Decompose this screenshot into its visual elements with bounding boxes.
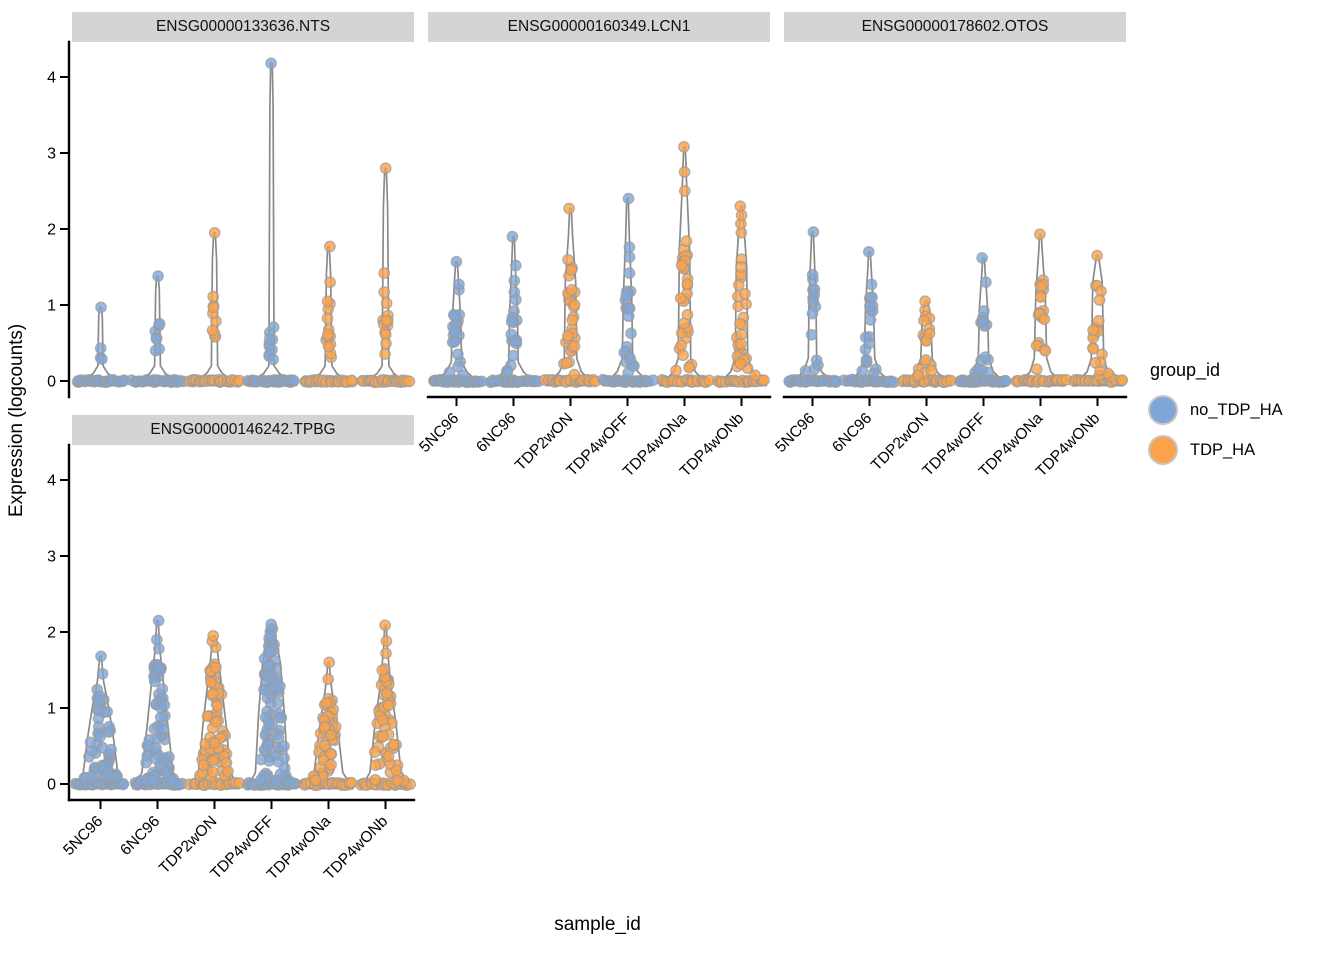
- facet-strip-lcn1: ENSG00000160349.LCN1: [428, 12, 770, 42]
- svg-text:0: 0: [47, 374, 56, 391]
- jitter-points: [298, 656, 358, 792]
- facet-panel-ENSG00000178602.OTOS: 5NC96 6NC96TDP2wONTDP4wOFFTDP4wONaTDP4wON…: [772, 226, 1129, 480]
- legend-title: group_id: [1150, 360, 1221, 380]
- legend-swatch-orange-icon: [1148, 435, 1178, 465]
- legend-item-no-tdp-ha: no_TDP_HA: [1148, 395, 1344, 425]
- svg-text:5NC96: 5NC96: [772, 410, 818, 456]
- jitter-points: [183, 629, 246, 792]
- jitter-points: [241, 618, 301, 791]
- jitter-points: [241, 57, 300, 389]
- jitter-points: [484, 230, 545, 389]
- svg-text:2: 2: [47, 222, 56, 239]
- jitter-points: [355, 619, 417, 792]
- svg-text:0: 0: [47, 777, 56, 794]
- legend: group_id no_TDP_HA TDP_HA: [1148, 360, 1344, 475]
- x-axis-title: sample_id: [554, 914, 641, 935]
- jitter-points: [428, 255, 488, 389]
- jitter-points: [299, 240, 359, 389]
- facet-strip-otos: ENSG00000178602.OTOS: [784, 12, 1126, 42]
- svg-text:6NC96: 6NC96: [829, 410, 875, 456]
- svg-text:3: 3: [47, 549, 56, 566]
- jitter-points: [896, 295, 957, 389]
- jitter-points: [539, 202, 601, 389]
- jitter-points: [69, 650, 130, 791]
- legend-label: TDP_HA: [1190, 440, 1256, 459]
- facet-panel-ENSG00000133636.NTS: 0 1 2 3 4: [47, 40, 416, 399]
- facet-strip-tpbg: ENSG00000146242.TPBG: [72, 415, 414, 445]
- jitter-points: [597, 192, 660, 389]
- jitter-points: [1068, 249, 1129, 388]
- jitter-points: [712, 200, 770, 389]
- facet-panel-ENSG00000160349.LCN1: 5NC96 6NC96TDP2wONTDP4wOFFTDP4wONaTDP4wON…: [416, 141, 772, 480]
- jitter-points: [356, 162, 416, 389]
- svg-text:3: 3: [47, 146, 56, 163]
- legend-item-tdp-ha: TDP_HA: [1148, 435, 1344, 465]
- svg-text:1: 1: [47, 701, 56, 718]
- svg-text:4: 4: [47, 473, 56, 490]
- svg-text:5NC96: 5NC96: [60, 813, 106, 859]
- jitter-points: [183, 226, 246, 388]
- legend-label: no_TDP_HA: [1190, 400, 1283, 419]
- svg-text:1: 1: [47, 298, 56, 315]
- y-axis-title: Expression (logcounts): [6, 323, 27, 517]
- svg-text:6NC96: 6NC96: [117, 813, 163, 859]
- svg-text:4: 4: [47, 70, 56, 87]
- jitter-points: [838, 245, 900, 389]
- legend-swatch-blue-icon: [1148, 395, 1178, 425]
- jitter-points: [656, 141, 716, 389]
- jitter-points: [71, 301, 131, 389]
- svg-text:6NC96: 6NC96: [473, 410, 519, 456]
- svg-text:2: 2: [47, 625, 56, 642]
- jitter-points: [129, 614, 188, 791]
- jitter-points: [125, 270, 190, 389]
- svg-text:5NC96: 5NC96: [416, 410, 462, 456]
- facet-strip-nts: ENSG00000133636.NTS: [72, 12, 414, 42]
